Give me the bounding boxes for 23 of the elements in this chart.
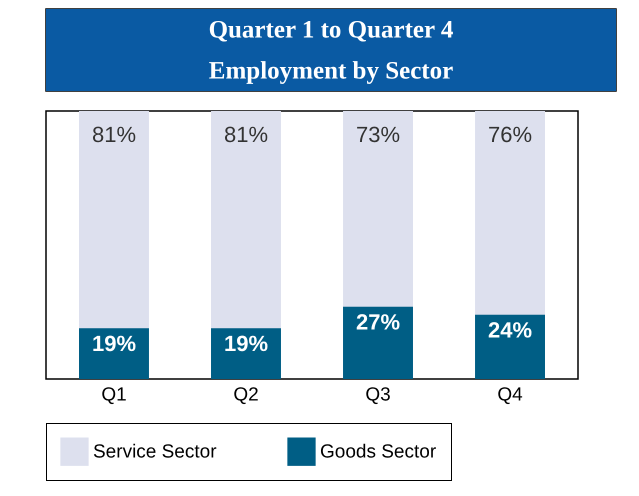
bar: [211, 111, 281, 328]
data-label: 76%: [488, 122, 532, 147]
bar: [475, 111, 545, 315]
bar: [211, 328, 281, 379]
bar: [475, 314, 545, 379]
data-label: 73%: [356, 122, 400, 147]
x-tick-label: Q4: [497, 384, 524, 406]
data-label: 19%: [92, 331, 136, 356]
data-label: 81%: [224, 122, 268, 147]
chart-title: Quarter 1 to Quarter 4 Employment by Sector: [208, 16, 454, 84]
bar: [79, 111, 149, 328]
legend-label: Goods Sector: [320, 442, 437, 463]
bar: [343, 306, 413, 379]
x-tick-label: Q3: [365, 384, 391, 406]
data-label: 27%: [356, 310, 400, 335]
bar: [79, 328, 149, 379]
legend-label: Service Sector: [93, 442, 218, 463]
x-tick-label: Q1: [101, 384, 127, 406]
data-label: 81%: [92, 122, 136, 147]
bar: [343, 111, 413, 307]
x-tick-label: Q2: [233, 384, 259, 406]
data-label: 19%: [224, 331, 268, 356]
data-label: 24%: [488, 318, 532, 343]
